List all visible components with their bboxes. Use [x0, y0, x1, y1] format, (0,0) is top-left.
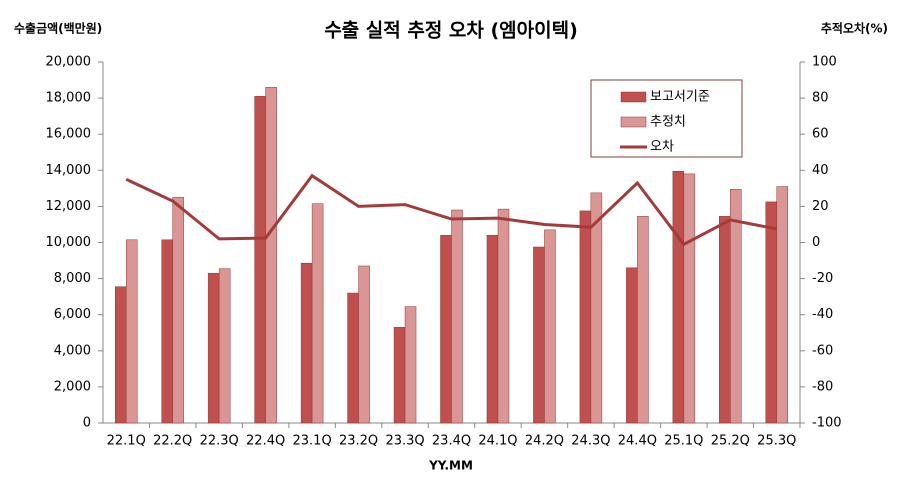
- x-tick-label: 23.3Q: [385, 434, 424, 449]
- bar: [161, 239, 173, 424]
- y-tick-label: 2,000: [54, 379, 91, 394]
- x-tick-label: 25.2Q: [711, 434, 750, 449]
- y2-tick-label: 20: [812, 199, 829, 214]
- bar: [776, 186, 789, 424]
- y-tick-label: 14,000: [46, 163, 92, 178]
- bar: [497, 208, 510, 424]
- bar: [358, 265, 370, 424]
- legend-swatch: [620, 116, 647, 128]
- chart-title: 수출 실적 추정 오차 (엠아이텍): [324, 20, 578, 42]
- bar: [765, 201, 778, 424]
- legend-label: 추정치: [650, 115, 686, 130]
- bar: [254, 96, 266, 424]
- y-tick-label: 20,000: [46, 55, 92, 70]
- bar: [265, 87, 277, 424]
- x-tick-label: 24.2Q: [525, 434, 564, 449]
- legend-box: [590, 79, 743, 158]
- x-tick-label: 22.1Q: [107, 434, 146, 449]
- x-tick-label: 24.4Q: [618, 434, 657, 449]
- y2-tick-label: -20: [812, 271, 833, 286]
- bar: [590, 192, 603, 424]
- bar: [579, 210, 592, 424]
- x-axis-title: YY.MM: [428, 459, 473, 473]
- bar: [486, 235, 499, 424]
- bar: [207, 272, 220, 424]
- bar: [393, 327, 406, 424]
- bar: [311, 203, 324, 424]
- y2-axis-title: 추적오차(%): [821, 21, 888, 36]
- y-tick-label: 10,000: [46, 235, 92, 250]
- bar: [672, 170, 685, 424]
- x-tick-label: 24.1Q: [478, 434, 517, 449]
- y2-tick-label: 80: [812, 91, 829, 106]
- y2-tick-label: 0: [812, 235, 820, 250]
- bar: [125, 239, 138, 424]
- bar: [719, 216, 731, 424]
- x-tick-label: 23.4Q: [432, 434, 471, 449]
- y2-tick-label: -100: [812, 416, 842, 431]
- bar: [683, 173, 696, 424]
- y2-tick-label: -60: [812, 343, 833, 358]
- bar: [730, 189, 742, 424]
- line: [125, 173, 778, 247]
- bar: [300, 263, 313, 424]
- x-tick-label: 23.1Q: [293, 434, 332, 449]
- bar: [533, 246, 545, 424]
- y2-tick-label: 60: [812, 127, 829, 142]
- bar: [172, 197, 184, 424]
- y-tick-label: 4,000: [54, 343, 91, 358]
- y2-tick-label: 100: [812, 55, 837, 70]
- bar: [637, 216, 649, 424]
- x-tick-label: 25.3Q: [757, 434, 796, 449]
- y-tick-label: 18,000: [46, 91, 92, 106]
- bar: [626, 267, 638, 424]
- x-tick-label: 22.2Q: [153, 434, 192, 449]
- legend-label: 보고서기준: [650, 90, 710, 105]
- x-tick-label: 22.4Q: [246, 434, 285, 449]
- bar: [404, 306, 417, 424]
- bar: [440, 235, 452, 424]
- y-tick-label: 8,000: [54, 271, 91, 286]
- legend-label: 오차: [650, 140, 674, 155]
- x-tick-label: 25.1Q: [664, 434, 703, 449]
- y-tick-label: 0: [83, 416, 91, 431]
- y2-tick-label: -80: [812, 379, 833, 394]
- bar: [218, 268, 231, 424]
- y-tick-label: 12,000: [46, 199, 92, 214]
- x-tick-label: 24.3Q: [571, 434, 610, 449]
- x-tick-label: 23.2Q: [339, 434, 378, 449]
- legend-swatch: [620, 91, 647, 103]
- y-tick-label: 16,000: [46, 127, 92, 142]
- bar: [544, 229, 556, 424]
- bar: [114, 286, 127, 424]
- y2-tick-label: 40: [812, 163, 829, 178]
- x-tick-label: 22.3Q: [200, 434, 239, 449]
- y-tick-label: 6,000: [54, 307, 91, 322]
- bar: [451, 209, 463, 424]
- y2-tick-label: -40: [812, 307, 833, 322]
- y-axis-title: 수출금액(백만원): [14, 21, 102, 36]
- bar: [347, 292, 359, 424]
